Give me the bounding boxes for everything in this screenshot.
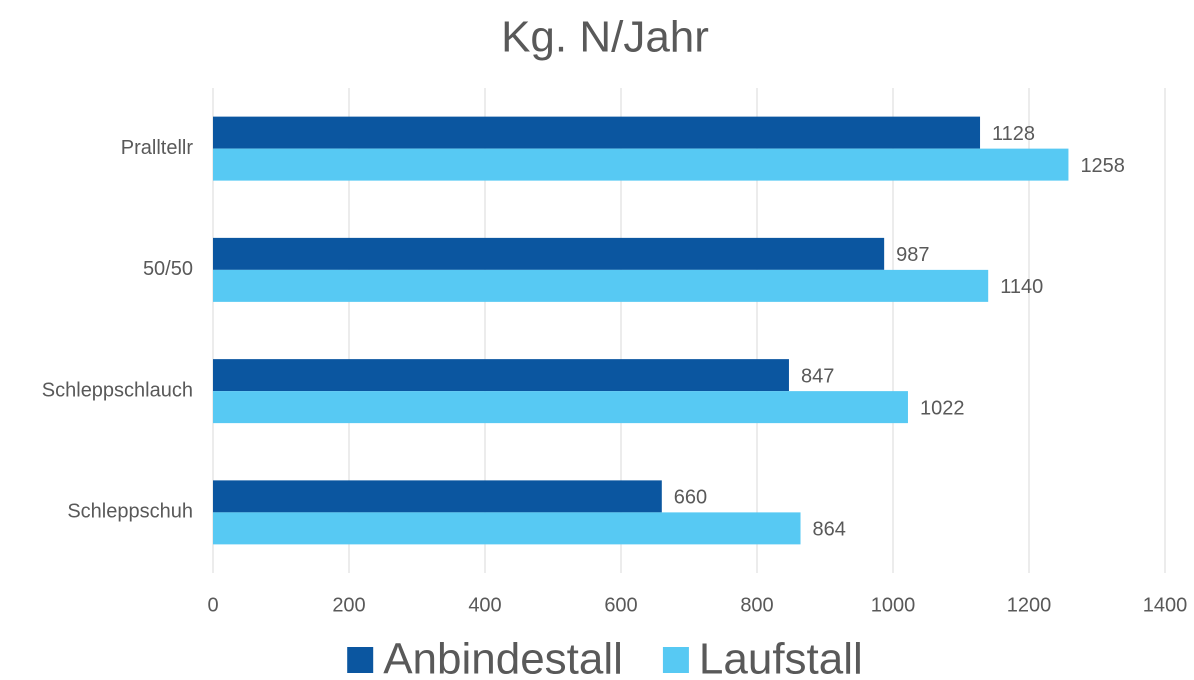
y-tick-label: Pralltellr bbox=[121, 137, 194, 159]
legend-label: Anbindestall bbox=[383, 635, 623, 680]
chart-title: Kg. N/Jahr bbox=[501, 13, 709, 62]
legend-swatch bbox=[347, 647, 374, 673]
x-tick-label: 400 bbox=[468, 594, 501, 616]
bar bbox=[213, 391, 908, 424]
bar bbox=[213, 269, 989, 302]
bar bbox=[213, 359, 789, 392]
bar bbox=[213, 116, 981, 149]
legend-swatch bbox=[662, 647, 689, 673]
data-label: 1022 bbox=[920, 397, 965, 419]
bar bbox=[213, 148, 1069, 181]
x-tick-label: 1000 bbox=[871, 594, 916, 616]
x-tick-label: 1200 bbox=[1007, 594, 1052, 616]
y-tick-label: Schleppschlauch bbox=[42, 379, 193, 401]
data-label: 864 bbox=[813, 519, 846, 541]
x-tick-label: 1400 bbox=[1143, 594, 1188, 616]
x-tick-label: 0 bbox=[207, 594, 218, 616]
data-label: 987 bbox=[896, 244, 929, 266]
data-label: 1258 bbox=[1080, 155, 1125, 177]
data-label: 1128 bbox=[992, 123, 1035, 145]
bar bbox=[213, 237, 885, 270]
x-tick-label: 200 bbox=[332, 594, 365, 616]
y-tick-label: Schleppschuh bbox=[67, 501, 193, 523]
x-tick-label: 600 bbox=[604, 594, 637, 616]
data-label: 1140 bbox=[1000, 276, 1043, 298]
bar bbox=[213, 480, 662, 513]
data-label: 660 bbox=[674, 487, 707, 509]
data-label: 847 bbox=[801, 365, 834, 387]
bar bbox=[213, 512, 801, 545]
x-tick-label: 800 bbox=[740, 594, 773, 616]
legend-label: Laufstall bbox=[699, 635, 863, 680]
y-tick-label: 50/50 bbox=[143, 258, 193, 280]
